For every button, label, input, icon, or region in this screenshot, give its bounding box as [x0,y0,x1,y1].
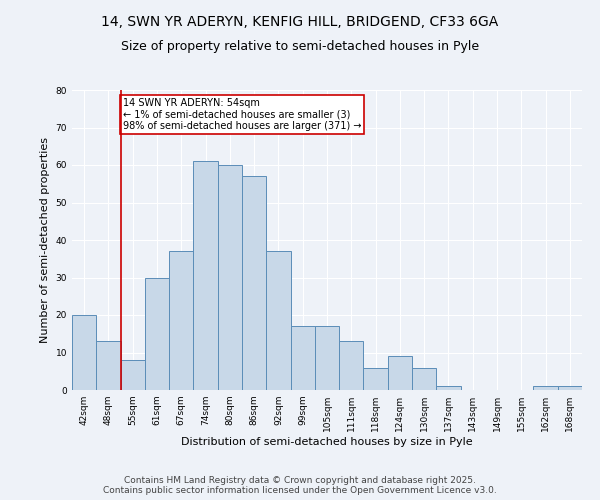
Bar [193,161,218,390]
X-axis label: Distribution of semi-detached houses by size in Pyle: Distribution of semi-detached houses by … [181,437,473,447]
Bar [290,326,315,390]
Text: 14 SWN YR ADERYN: 54sqm
← 1% of semi-detached houses are smaller (3)
98% of semi: 14 SWN YR ADERYN: 54sqm ← 1% of semi-det… [123,98,361,130]
Bar [315,326,339,390]
Bar [169,251,193,390]
Bar [412,368,436,390]
Bar [96,341,121,390]
Bar [145,278,169,390]
Bar [242,176,266,390]
Text: Size of property relative to semi-detached houses in Pyle: Size of property relative to semi-detach… [121,40,479,53]
Bar [436,386,461,390]
Bar [218,165,242,390]
Bar [364,368,388,390]
Text: Contains HM Land Registry data © Crown copyright and database right 2025.
Contai: Contains HM Land Registry data © Crown c… [103,476,497,495]
Y-axis label: Number of semi-detached properties: Number of semi-detached properties [40,137,50,343]
Bar [339,341,364,390]
Bar [533,386,558,390]
Bar [388,356,412,390]
Text: 14, SWN YR ADERYN, KENFIG HILL, BRIDGEND, CF33 6GA: 14, SWN YR ADERYN, KENFIG HILL, BRIDGEND… [101,15,499,29]
Bar [72,315,96,390]
Bar [121,360,145,390]
Bar [558,386,582,390]
Bar [266,251,290,390]
